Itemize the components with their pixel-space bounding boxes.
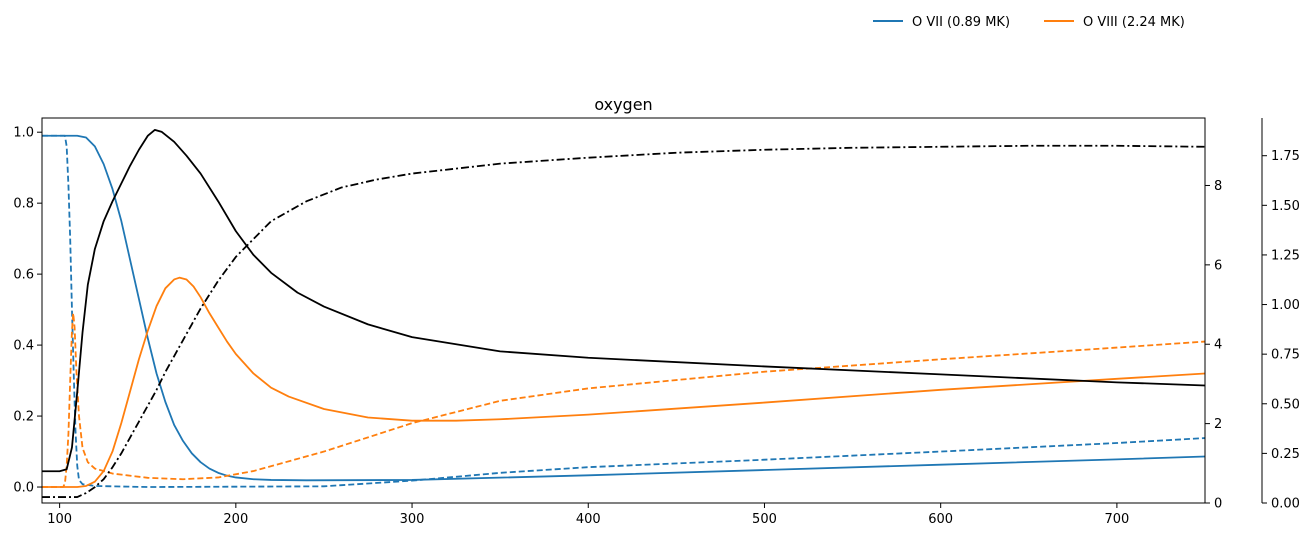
x-tick-label: 700 bbox=[1104, 512, 1129, 527]
right-y-tick-label: 6 bbox=[1214, 258, 1222, 273]
right-y2-tick-label: 1.25 bbox=[1271, 248, 1300, 263]
legend-label-o-viii: O VIII (2.24 MK) bbox=[1083, 15, 1185, 30]
right-y2-tick-label: 0.75 bbox=[1271, 348, 1300, 363]
x-tick-label: 200 bbox=[223, 512, 248, 527]
right-y-tick-label: 2 bbox=[1214, 417, 1222, 432]
left-y-tick-label: 0.8 bbox=[13, 197, 34, 212]
right-y2-tick-label: 0.25 bbox=[1271, 447, 1300, 462]
left-y-tick-label: 0.2 bbox=[13, 410, 34, 425]
left-y-tick-label: 0.6 bbox=[13, 268, 34, 283]
series-line-5 bbox=[42, 129, 1205, 473]
x-tick-label: 300 bbox=[400, 512, 425, 527]
right-y2-tick-label: 0.00 bbox=[1271, 497, 1300, 512]
legend: O VII (0.89 MK) O VIII (2.24 MK) bbox=[873, 15, 1185, 30]
x-tick-label: 400 bbox=[576, 512, 601, 527]
left-y-tick-label: 0.4 bbox=[13, 339, 34, 354]
legend-label-o-vii: O VII (0.89 MK) bbox=[912, 15, 1010, 30]
x-tick-label: 100 bbox=[47, 512, 72, 527]
axes-layer: 100 200 300 400 500 600 7000.00.20.40.60.81.00… bbox=[13, 126, 1300, 527]
plot-frame bbox=[41, 117, 1206, 504]
series-line-4 bbox=[42, 312, 1205, 488]
right-y-tick-label: 8 bbox=[1214, 179, 1222, 194]
right-y-tick-label: 4 bbox=[1214, 338, 1222, 353]
left-y-tick-label: 1.0 bbox=[13, 126, 34, 141]
chart-title: oxygen bbox=[594, 95, 652, 114]
right-y-tick-label: 0 bbox=[1214, 497, 1222, 512]
right-y2-tick-label: 1.50 bbox=[1271, 199, 1300, 214]
x-tick-label: 600 bbox=[928, 512, 953, 527]
series-line-3 bbox=[42, 276, 1205, 488]
right-y2-tick-label: 1.00 bbox=[1271, 298, 1300, 313]
series-line-6 bbox=[42, 144, 1205, 498]
series-line-1 bbox=[42, 134, 1205, 482]
series-layer bbox=[42, 129, 1205, 498]
series-line-2 bbox=[42, 134, 1205, 488]
right-y2-tick-label: 0.50 bbox=[1271, 397, 1300, 412]
right-y2-tick-label: 1.75 bbox=[1271, 149, 1300, 164]
left-y-tick-label: 0.0 bbox=[13, 481, 34, 496]
x-tick-label: 500 bbox=[752, 512, 777, 527]
